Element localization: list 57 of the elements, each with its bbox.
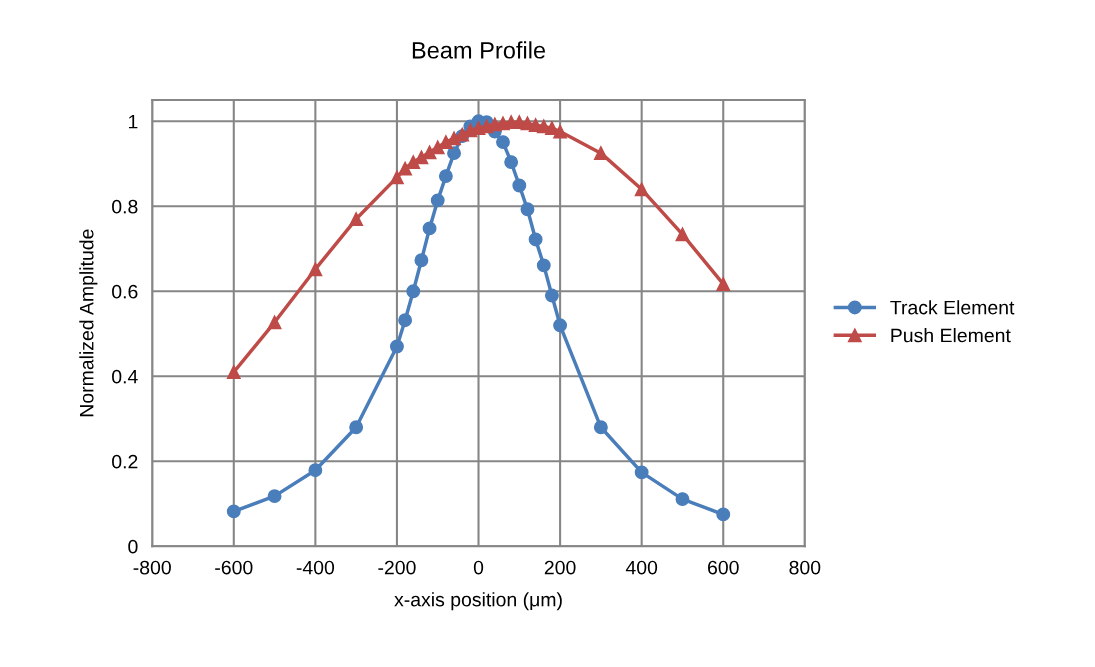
y-tick-label: 0.8 bbox=[112, 199, 138, 214]
point bbox=[389, 170, 404, 185]
point bbox=[504, 155, 519, 170]
point bbox=[422, 221, 437, 236]
point bbox=[675, 227, 690, 242]
point bbox=[308, 463, 323, 478]
point bbox=[593, 146, 608, 161]
y-tick-label: 1 bbox=[128, 114, 138, 129]
point bbox=[716, 507, 731, 522]
point bbox=[349, 212, 364, 226]
y-axis-title: Normalized Amplitude bbox=[79, 229, 98, 417]
y-tick-label: 0.4 bbox=[112, 369, 138, 384]
point bbox=[716, 277, 731, 292]
point bbox=[267, 489, 282, 504]
point bbox=[389, 339, 404, 354]
x-tick-label: 200 bbox=[544, 560, 576, 575]
y-tick-label: 0 bbox=[128, 539, 138, 554]
x-tick-label: 800 bbox=[789, 560, 821, 575]
point bbox=[267, 315, 282, 330]
y-tick-label: 0.6 bbox=[112, 284, 138, 299]
x-tick-label: -400 bbox=[296, 560, 335, 575]
point bbox=[520, 202, 535, 217]
point bbox=[544, 288, 559, 303]
x-tick-label: -600 bbox=[215, 560, 253, 575]
point bbox=[447, 146, 461, 161]
x-tick-label: -200 bbox=[378, 560, 416, 575]
point bbox=[414, 253, 429, 268]
point bbox=[634, 182, 649, 197]
point bbox=[308, 262, 323, 277]
point bbox=[553, 124, 568, 139]
y-tick-label: 0.2 bbox=[112, 454, 138, 469]
point bbox=[406, 155, 421, 170]
point bbox=[528, 232, 543, 247]
point bbox=[496, 135, 510, 150]
point bbox=[593, 420, 608, 435]
point bbox=[634, 465, 649, 480]
point bbox=[406, 284, 421, 299]
point bbox=[398, 161, 413, 176]
point bbox=[553, 318, 568, 333]
point bbox=[226, 365, 241, 379]
legend-label: Track Element bbox=[890, 300, 1015, 315]
point bbox=[398, 313, 413, 328]
point bbox=[675, 492, 690, 507]
point bbox=[447, 131, 461, 146]
point bbox=[536, 258, 551, 273]
point bbox=[438, 169, 453, 184]
point bbox=[226, 504, 241, 519]
x-tick-label: 0 bbox=[473, 560, 484, 575]
x-tick-label: 400 bbox=[625, 560, 658, 575]
legend-label: Push Element bbox=[891, 328, 1011, 343]
point bbox=[512, 178, 527, 193]
x-tick-label: 600 bbox=[708, 560, 739, 575]
point bbox=[430, 193, 445, 208]
chart-title: Beam Profile bbox=[412, 41, 546, 59]
point bbox=[349, 420, 364, 435]
x-axis-title: x-axis position (μm) bbox=[394, 592, 562, 611]
x-tick-label: -800 bbox=[133, 560, 171, 575]
